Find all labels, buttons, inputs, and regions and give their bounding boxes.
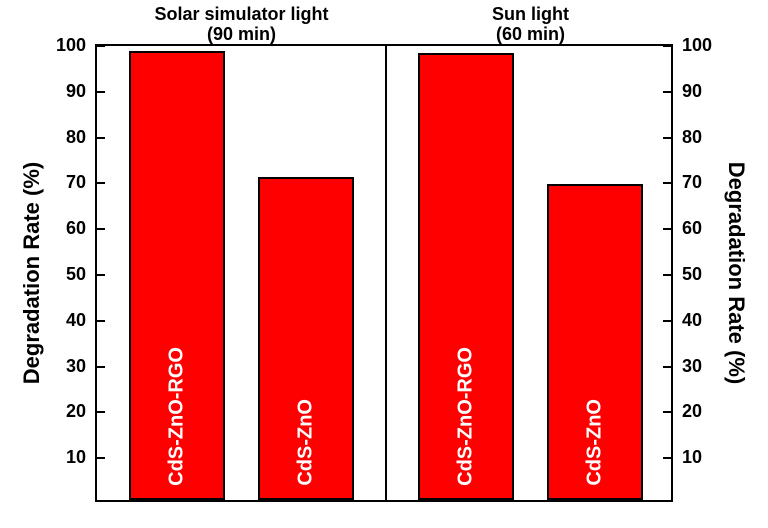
y-tick-right [663, 411, 671, 413]
y-tick-label-left: 30 [36, 356, 86, 377]
group2-title-line1: Sun light [386, 4, 675, 25]
y-tick-label-left: 60 [36, 218, 86, 239]
y-tick-left [97, 366, 105, 368]
y-tick-left [97, 137, 105, 139]
y-tick-label-left: 20 [36, 401, 86, 422]
y-tick-label-left: 100 [36, 35, 86, 56]
y-tick-label-left: 80 [36, 127, 86, 148]
y-tick-label-right: 40 [682, 310, 732, 331]
y-tick-right [663, 274, 671, 276]
y-tick-right [663, 228, 671, 230]
y-tick-label-left: 90 [36, 81, 86, 102]
y-tick-label-right: 90 [682, 81, 732, 102]
bar: CdS-ZnO-RGO [129, 51, 225, 500]
y-tick-left [97, 274, 105, 276]
y-tick-right [663, 91, 671, 93]
y-tick-label-right: 80 [682, 127, 732, 148]
bar-label: CdS-ZnO-RGO [455, 347, 478, 486]
y-tick-left [97, 45, 105, 47]
bar-label: CdS-ZnO [294, 399, 317, 486]
y-tick-label-right: 70 [682, 172, 732, 193]
y-tick-label-left: 10 [36, 447, 86, 468]
y-tick-label-left: 40 [36, 310, 86, 331]
bar: CdS-ZnO [258, 177, 354, 500]
y-tick-right [663, 45, 671, 47]
group1-title-line2: (90 min) [97, 24, 386, 45]
bar: CdS-ZnO-RGO [418, 53, 514, 500]
y-tick-left [97, 457, 105, 459]
group1-title-line1: Solar simulator light [97, 4, 386, 25]
bar-label: CdS-ZnO [583, 399, 606, 486]
y-tick-left [97, 411, 105, 413]
y-tick-label-right: 100 [682, 35, 732, 56]
group2-title-line2: (60 min) [386, 24, 675, 45]
y-tick-label-right: 10 [682, 447, 732, 468]
y-tick-left [97, 182, 105, 184]
group-divider [385, 46, 387, 500]
bar-label: CdS-ZnO-RGO [166, 347, 189, 486]
y-tick-right [663, 320, 671, 322]
y-tick-left [97, 320, 105, 322]
y-tick-left [97, 228, 105, 230]
bar: CdS-ZnO [547, 184, 643, 500]
y-tick-right [663, 137, 671, 139]
y-tick-label-left: 50 [36, 264, 86, 285]
y-tick-left [97, 91, 105, 93]
y-tick-label-right: 20 [682, 401, 732, 422]
y-tick-label-right: 50 [682, 264, 732, 285]
y-tick-right [663, 182, 671, 184]
plot-area: Solar simulator light (90 min) Sun light… [95, 44, 673, 502]
y-tick-label-right: 60 [682, 218, 732, 239]
y-tick-label-left: 70 [36, 172, 86, 193]
y-tick-right [663, 366, 671, 368]
chart-container: Solar simulator light (90 min) Sun light… [0, 0, 768, 528]
y-tick-label-right: 30 [682, 356, 732, 377]
y-tick-right [663, 457, 671, 459]
